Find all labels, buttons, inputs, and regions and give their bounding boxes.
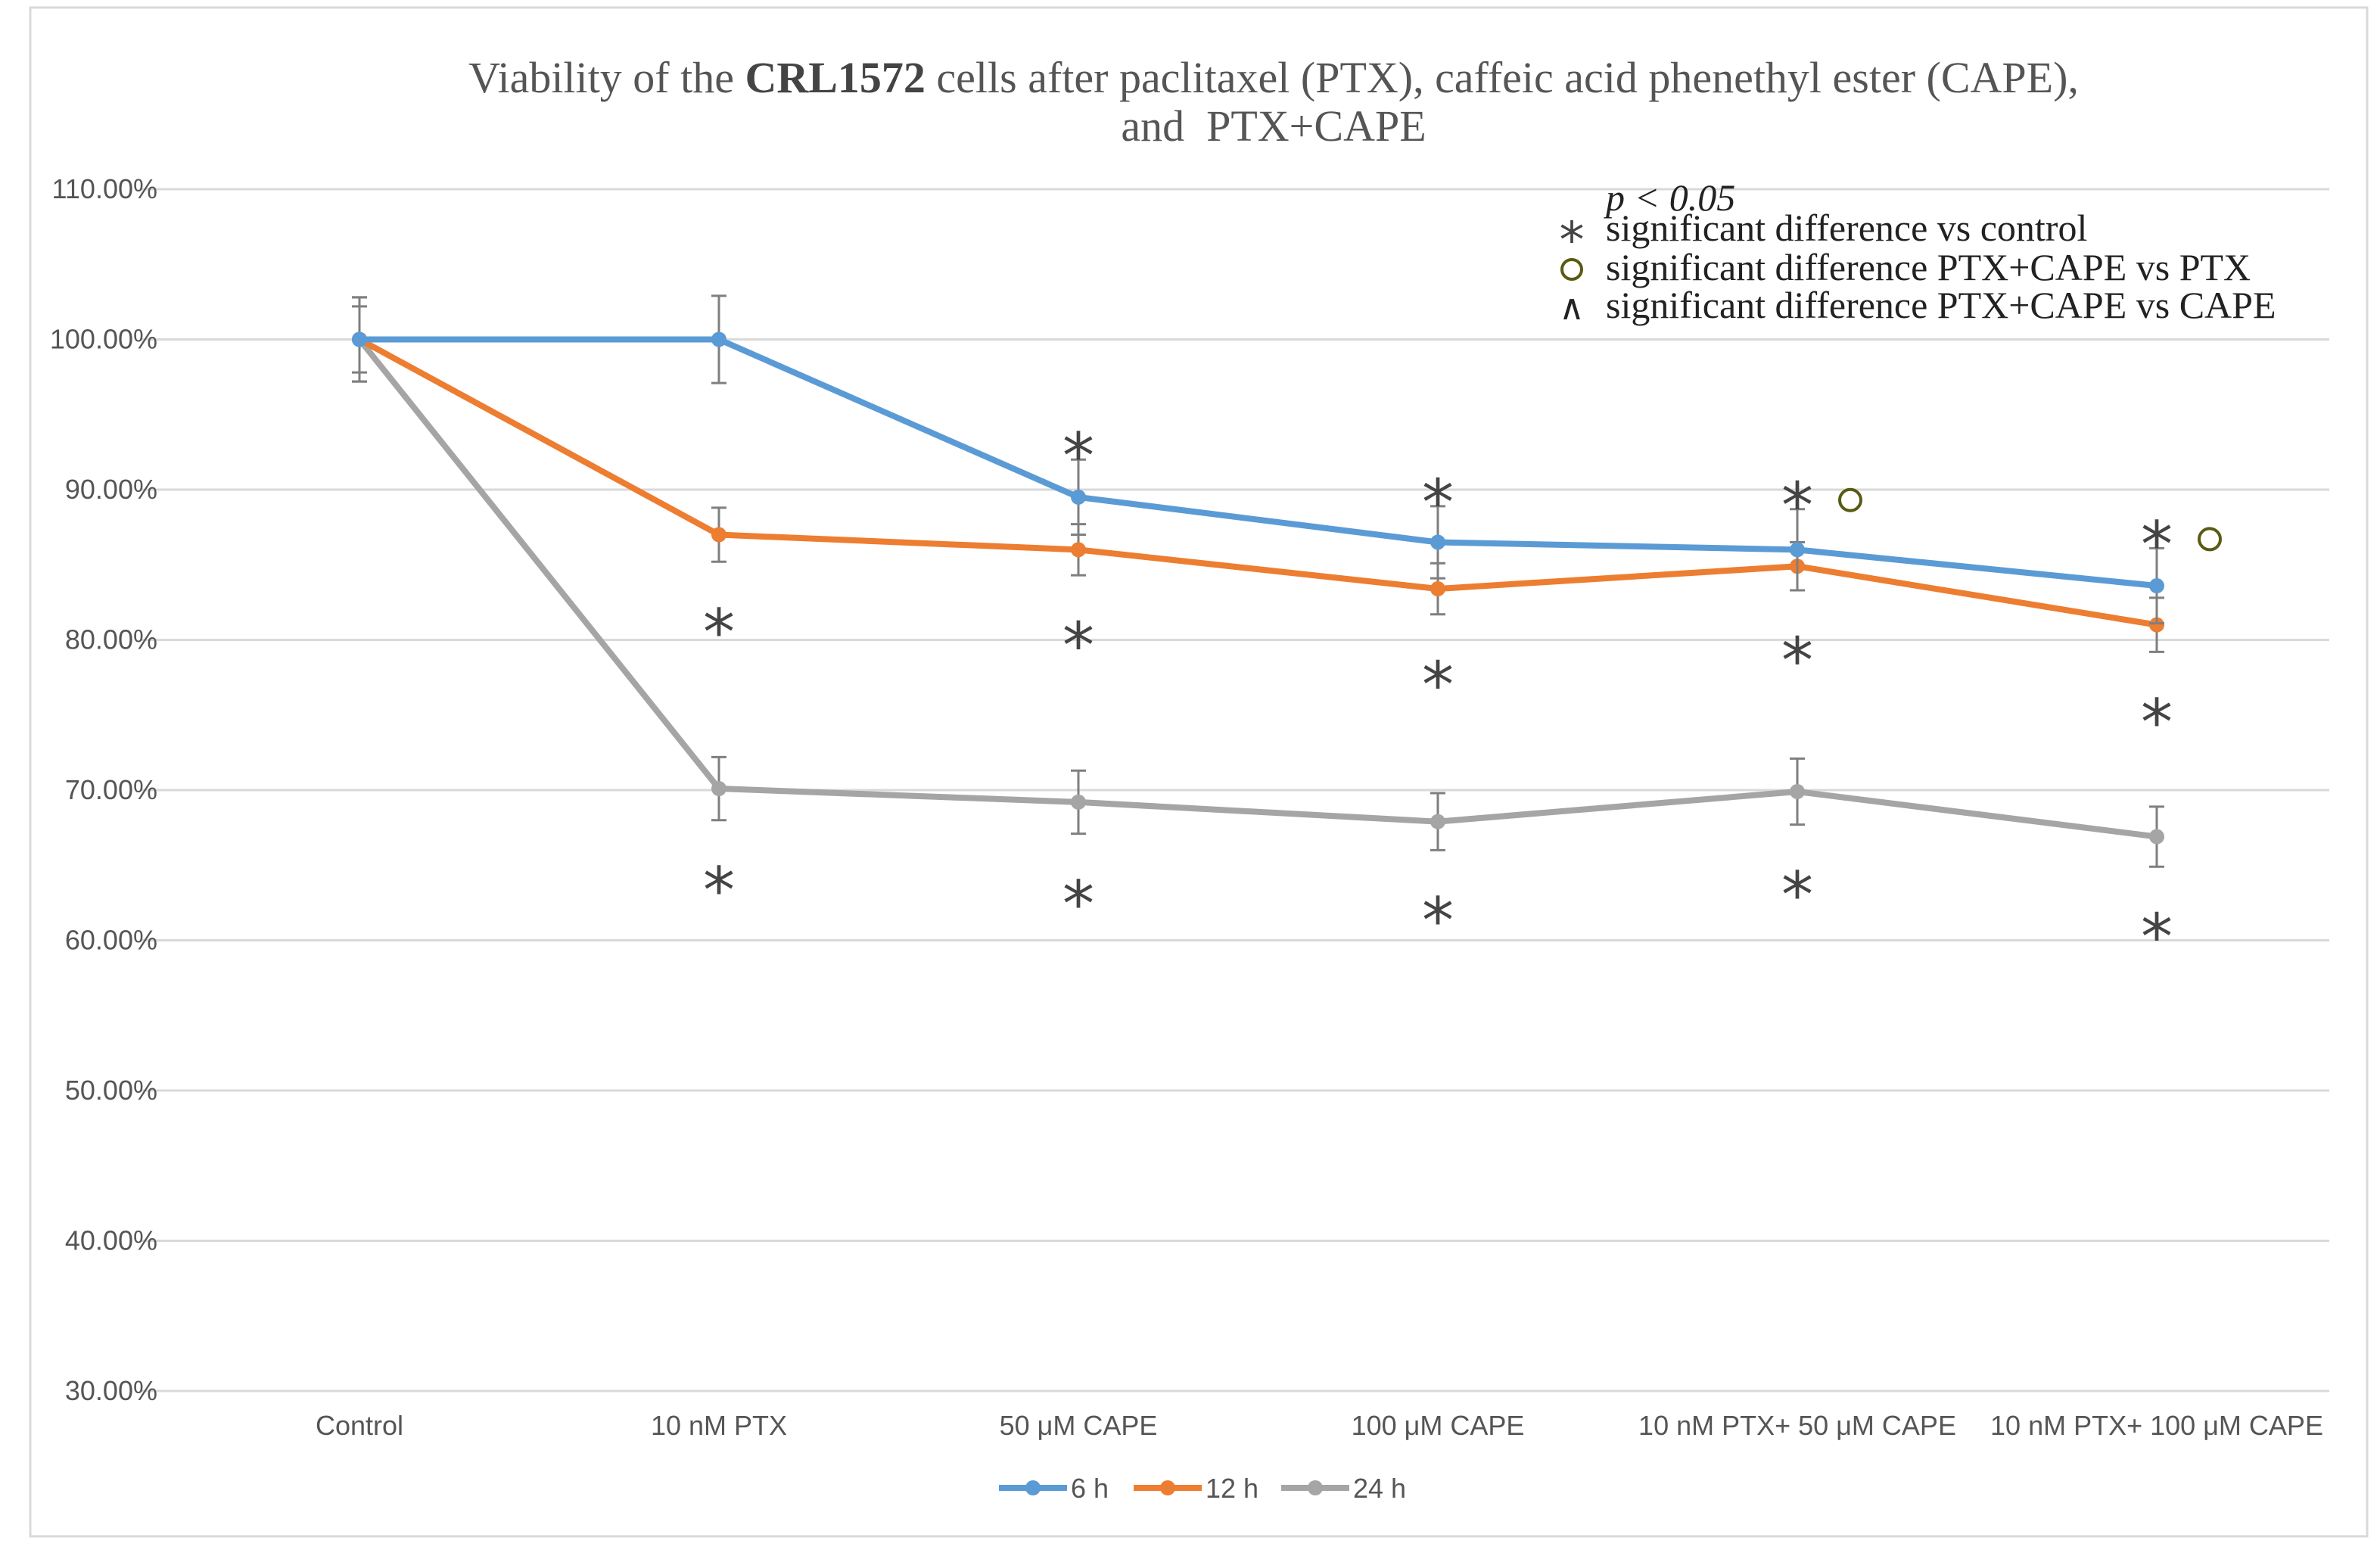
asterisk-marker: * bbox=[703, 595, 735, 669]
y-tick-label: 40.00% bbox=[65, 1225, 157, 1256]
significance-marks: * * * * * * * * * * * * * * bbox=[703, 419, 2222, 974]
asterisk-marker: * bbox=[2141, 685, 2173, 759]
data-point bbox=[1430, 534, 1445, 550]
data-point bbox=[1790, 783, 1805, 799]
asterisk-marker: * bbox=[2141, 900, 2173, 974]
significance-legend-entries: * significant difference vs controlsignif… bbox=[1559, 207, 2276, 327]
asterisk-marker: * bbox=[703, 854, 735, 928]
series-line bbox=[356, 336, 2160, 628]
data-point bbox=[2149, 578, 2164, 594]
y-tick-label: 30.00% bbox=[65, 1375, 157, 1406]
asterisk-marker: * bbox=[1062, 867, 1094, 941]
legend-entry-6h: 6 h bbox=[999, 1473, 1109, 1504]
chart-title-line2: and PTX+CAPE bbox=[1121, 101, 1426, 151]
significance-legend-text: significant difference PTX+CAPE vs PTX bbox=[1606, 246, 2251, 288]
legend-label: 12 h bbox=[1206, 1473, 1258, 1504]
series-legend: 6 h 12 h 24 h bbox=[999, 1473, 1406, 1504]
asterisk-marker: * bbox=[1062, 419, 1094, 493]
asterisk-marker: * bbox=[2141, 507, 2173, 581]
x-category-label: 10 nM PTX+ 50 μM CAPE bbox=[1638, 1410, 1956, 1441]
x-axis-category-labels: Control 10 nM PTX 50 μM CAPE 100 μM CAPE 10 … bbox=[316, 1410, 2323, 1441]
chart-title: Viability of the CRL1572 cells after pac… bbox=[468, 53, 2079, 102]
data-point bbox=[1071, 489, 1086, 505]
circle-marker bbox=[1838, 487, 1862, 512]
significance-legend-text: significant difference vs control bbox=[1606, 207, 2087, 249]
caret-symbol: ∧ bbox=[1559, 288, 1585, 327]
chart-title-suffix: cells after paclitaxel (PTX), caffeic ac… bbox=[926, 53, 2079, 102]
x-category-label: 100 μM CAPE bbox=[1352, 1410, 1525, 1441]
legend-entry-24h: 24 h bbox=[1281, 1473, 1406, 1504]
asterisk-marker: * bbox=[1781, 858, 1813, 932]
y-tick-label: 90.00% bbox=[65, 474, 157, 505]
y-tick-label: 50.00% bbox=[65, 1075, 157, 1106]
significance-level: p < 0.05 bbox=[1604, 176, 1735, 219]
significance-legend: p < 0.05 * significant difference vs cont… bbox=[1559, 176, 2276, 327]
data-point bbox=[711, 781, 726, 797]
data-point bbox=[1430, 814, 1445, 829]
asterisk-marker: * bbox=[1781, 624, 1813, 698]
series-line bbox=[356, 336, 2160, 840]
data-point bbox=[1430, 581, 1445, 597]
data-point bbox=[1790, 542, 1805, 558]
y-tick-label: 60.00% bbox=[65, 925, 157, 956]
y-tick-label: 70.00% bbox=[65, 774, 157, 805]
data-point bbox=[711, 527, 726, 543]
y-axis-tick-labels: 30.00% 40.00% 50.00% 60.00% 70.00% 80.00% 90.0… bbox=[50, 173, 157, 1406]
legend-marker bbox=[1160, 1480, 1175, 1495]
series-lines bbox=[352, 294, 2164, 868]
y-tick-label: 110.00% bbox=[52, 173, 157, 204]
x-category-label: 50 μM CAPE bbox=[1000, 1410, 1158, 1441]
series-6h bbox=[352, 294, 2164, 625]
chart-title-bold: CRL1572 bbox=[745, 53, 925, 102]
data-point bbox=[1071, 794, 1086, 810]
asterisk-marker: * bbox=[1422, 465, 1454, 540]
legend-entry-12h: 12 h bbox=[1134, 1473, 1258, 1504]
significance-legend-entry: significant difference PTX+CAPE vs PTX bbox=[1560, 246, 2251, 288]
chart-title-prefix: Viability of the bbox=[468, 53, 745, 102]
significance-legend-entry: * significant difference vs control bbox=[1560, 207, 2088, 269]
circle-marker bbox=[2198, 527, 2222, 552]
legend-marker bbox=[1308, 1480, 1323, 1495]
significance-legend-text: significant difference PTX+CAPE vs CAPE bbox=[1606, 284, 2276, 326]
x-category-label: 10 nM PTX+ 100 μM CAPE bbox=[1990, 1410, 2323, 1441]
significance-legend-entry: ∧ significant difference PTX+CAPE vs CAPE bbox=[1559, 284, 2276, 327]
legend-label: 24 h bbox=[1353, 1473, 1406, 1504]
asterisk-marker: * bbox=[1422, 648, 1454, 722]
gridlines bbox=[140, 188, 2329, 1393]
asterisk-marker: * bbox=[1062, 608, 1094, 683]
chart-border bbox=[29, 6, 2369, 1538]
circle-symbol bbox=[1560, 258, 1583, 281]
asterisk-marker: * bbox=[1422, 883, 1454, 957]
x-category-label: Control bbox=[316, 1410, 403, 1441]
legend-marker bbox=[1025, 1480, 1041, 1495]
series-line bbox=[356, 336, 2160, 590]
legend-label: 6 h bbox=[1071, 1473, 1109, 1504]
y-tick-label: 80.00% bbox=[65, 624, 157, 655]
data-point bbox=[1071, 542, 1086, 558]
data-point bbox=[2149, 617, 2164, 633]
y-tick-label: 100.00% bbox=[50, 324, 157, 355]
x-category-label: 10 nM PTX bbox=[651, 1410, 787, 1441]
data-point bbox=[711, 331, 726, 347]
data-point bbox=[2149, 829, 2164, 845]
data-point bbox=[352, 331, 367, 347]
asterisk-marker: * bbox=[1781, 468, 1813, 543]
